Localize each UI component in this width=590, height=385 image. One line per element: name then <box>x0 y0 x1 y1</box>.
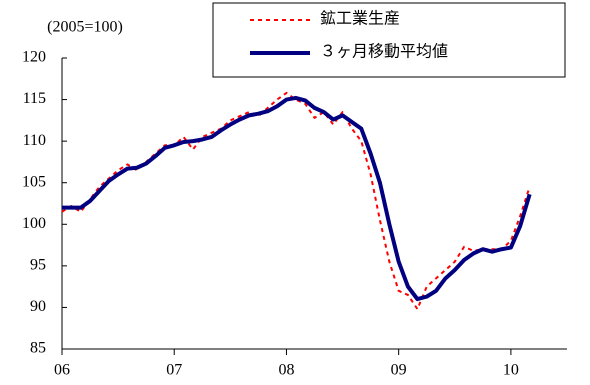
y-tick-label: 120 <box>22 49 46 66</box>
legend-label: 鉱工業生産 <box>320 10 400 28</box>
y-tick-label: 115 <box>23 90 46 107</box>
legend-label: ３ヶ月移動平均値 <box>320 43 448 61</box>
line-series <box>62 95 532 302</box>
y-tick-label: 90 <box>30 298 46 315</box>
y-tick-label: 105 <box>22 173 46 190</box>
y-tick-label: 110 <box>23 132 46 149</box>
x-tick-label: 06 <box>54 362 70 379</box>
x-tick-label: 10 <box>503 362 519 379</box>
y-tick-label: 95 <box>30 257 46 274</box>
x-tick-label: 09 <box>391 362 407 379</box>
y-tick-label: 85 <box>30 340 46 357</box>
line-series <box>61 91 531 311</box>
y-tick-label: 100 <box>22 215 46 232</box>
x-tick-label: 07 <box>166 362 182 379</box>
unit-label: (2005=100) <box>47 19 123 36</box>
legend-box <box>212 2 566 78</box>
x-tick-label: 08 <box>278 362 294 379</box>
